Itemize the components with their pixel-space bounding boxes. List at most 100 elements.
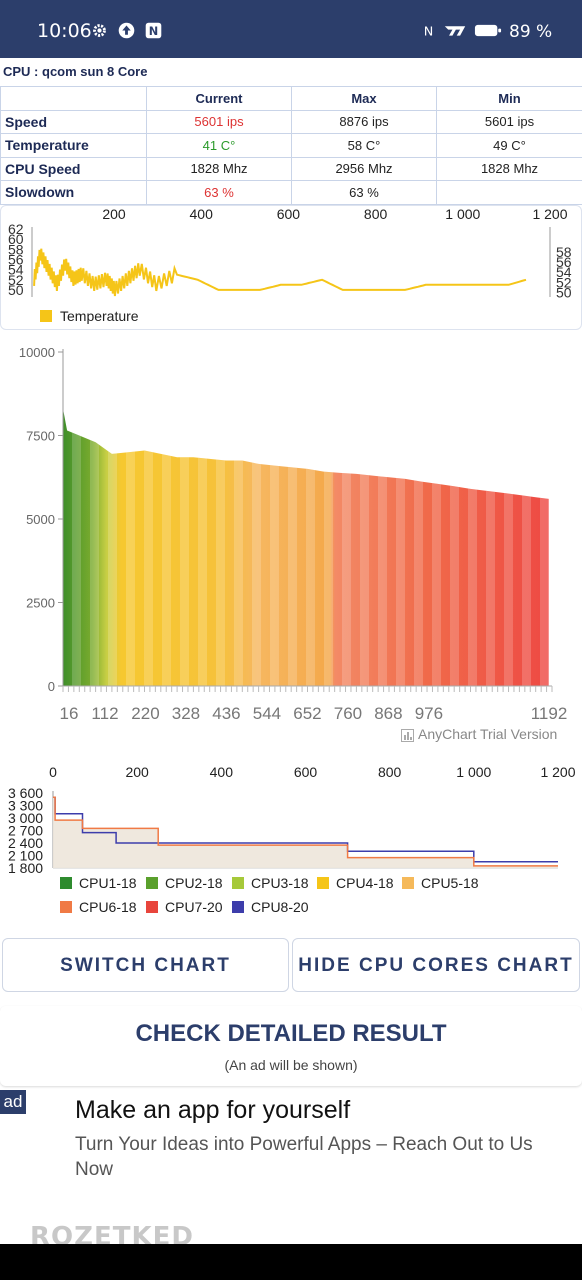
- speed-x-tick: 436: [212, 704, 240, 723]
- temperature-series-line: [33, 248, 527, 297]
- battery-percent: 89 %: [509, 22, 553, 42]
- speed-x-tick: 1192: [531, 704, 568, 723]
- check-detailed-result-button[interactable]: [0, 1006, 582, 1086]
- table-cell: [436, 180, 582, 205]
- speed-x-tick: 328: [172, 704, 200, 723]
- table-cell: 2956 Mhz: [291, 156, 437, 181]
- table-cell: 49 C°: [436, 133, 582, 158]
- temperature-chart-card: [0, 205, 582, 330]
- cores-area-fill: [53, 797, 558, 868]
- speed-x-tick: 16: [60, 704, 79, 723]
- cores-y-tick: 2 400: [8, 835, 43, 851]
- cores-legend-swatch: [317, 877, 329, 889]
- cores-y-tick: 2 100: [8, 848, 43, 864]
- navigation-bar: [0, 1244, 582, 1280]
- signal-icon: [444, 26, 466, 36]
- speed-area-stripes: [63, 408, 549, 686]
- speed-x-tick: 760: [334, 704, 362, 723]
- status-bar: 10:06 N N 89 %: [0, 0, 582, 58]
- table-header-row: Current Max Min: [0, 86, 582, 111]
- speed-y-tick: 7500: [26, 429, 55, 444]
- cores-x-tick: 600: [294, 764, 318, 780]
- cores-legend-swatch: [232, 877, 244, 889]
- check-detailed-result-label: CHECK DETAILED RESULT: [135, 1020, 447, 1047]
- cores-x-tick: 400: [210, 764, 234, 780]
- speed-x-tick: 868: [374, 704, 402, 723]
- cores-y-tick: 3 300: [8, 798, 43, 814]
- switch-chart-button[interactable]: SWITCH CHART: [2, 938, 289, 992]
- cores-legend-label: CPU2-18: [165, 875, 223, 891]
- table-cell: 5601 ips: [436, 109, 582, 134]
- temp-y-right-tick: 56: [556, 254, 572, 270]
- cores-legend-swatch: [146, 877, 158, 889]
- temp-y-right-tick: 58: [556, 244, 572, 260]
- speed-x-tick: 112: [91, 704, 118, 723]
- hide-cpu-cores-chart-button[interactable]: HIDE CPU CORES CHART: [292, 938, 580, 992]
- cores-legend-label: CPU7-20: [165, 899, 223, 915]
- cores-legend-label: CPU3-18: [251, 875, 309, 891]
- cores-legend-swatch: [146, 901, 158, 913]
- cores-y-tick: 3 600: [8, 785, 43, 801]
- svg-text:N: N: [149, 24, 158, 38]
- cores-legend-label: CPU4-18: [336, 875, 394, 891]
- row-label: Temperature: [0, 133, 147, 158]
- temp-x-tick: 1 000: [445, 206, 480, 222]
- svg-text:N: N: [424, 24, 434, 39]
- ad-badge: ad: [0, 1090, 26, 1114]
- speed-y-tick: 2500: [26, 596, 55, 611]
- table-cell: 1828 Mhz: [146, 156, 292, 181]
- table-row: Temperature 41 C° 58 C° 49 C°: [0, 133, 582, 158]
- row-label: Speed: [0, 109, 147, 134]
- cores-series-line-cpu6-18: [53, 796, 558, 867]
- nfc-app-icon: N: [145, 22, 162, 39]
- battery-icon: [474, 24, 502, 37]
- table-cell: 1828 Mhz: [436, 156, 582, 181]
- cores-x-tick: 0: [49, 764, 57, 780]
- temp-y-right-tick: 50: [556, 284, 572, 300]
- row-label: Slowdown: [0, 180, 147, 205]
- table-header: Min: [436, 86, 582, 111]
- table-cell: 8876 ips: [291, 109, 437, 134]
- temp-x-tick: 200: [102, 206, 126, 222]
- speed-y-tick: 0: [48, 679, 55, 694]
- cores-y-tick: 1 800: [8, 860, 43, 876]
- temp-y-left-tick: 58: [8, 241, 24, 257]
- cores-legend-label: CPU6-18: [79, 899, 137, 915]
- temp-y-left-tick: 50: [8, 282, 24, 298]
- cores-legend-label: CPU1-18: [79, 875, 137, 891]
- temp-y-left-tick: 60: [8, 231, 24, 247]
- chart-watermark-text: AnyChart Trial Version: [418, 726, 558, 742]
- cores-x-tick: 1 200: [540, 764, 575, 780]
- table-row: Speed 5601 ips 8876 ips 5601 ips: [0, 109, 582, 134]
- temp-y-right-tick: 54: [556, 264, 572, 280]
- nfc-icon: N: [424, 24, 434, 39]
- temp-x-tick: 600: [277, 206, 301, 222]
- speed-y-tick: 10000: [19, 345, 55, 360]
- anychart-watermark: AnyChart Trial Version: [418, 726, 557, 742]
- table-cell: 63 %: [146, 180, 292, 205]
- speed-y-tick: 5000: [26, 512, 55, 527]
- cores-x-tick: 200: [125, 764, 149, 780]
- cores-y-tick: 3 000: [8, 810, 43, 826]
- speed-x-tick: 220: [131, 704, 159, 723]
- temp-y-left-tick: 54: [8, 262, 24, 278]
- table-header: Current: [146, 86, 292, 111]
- table-cell: 5601 ips: [146, 109, 292, 134]
- table-header: Max: [291, 86, 437, 111]
- cores-legend-label: CPU5-18: [421, 875, 479, 891]
- speed-chart: 10000 7500 5000 2500 0 16 112 220 328 436 544 652 76…: [19, 345, 568, 723]
- upload-circle-icon: [118, 22, 135, 39]
- temp-y-right-tick: 52: [556, 274, 572, 290]
- temperature-chart: 200 400 600 800 1 000 1 200626058565452505856…: [8, 206, 572, 300]
- table-row: Slowdown 63 % 63 %: [0, 180, 582, 205]
- ad-title[interactable]: Make an app for yourself: [75, 1096, 351, 1124]
- temperature-legend-label: Temperature: [60, 308, 139, 324]
- check-detailed-result-note: (An ad will be shown): [224, 1057, 358, 1073]
- table-header: [0, 86, 147, 111]
- cores-x-tick: 1 000: [456, 764, 491, 780]
- ad-description[interactable]: Turn Your Ideas into Powerful Apps – Rea…: [75, 1134, 533, 1180]
- temp-y-left-tick: 62: [8, 221, 24, 237]
- status-time: 10:06: [37, 20, 92, 42]
- table-cell: 63 %: [291, 180, 437, 205]
